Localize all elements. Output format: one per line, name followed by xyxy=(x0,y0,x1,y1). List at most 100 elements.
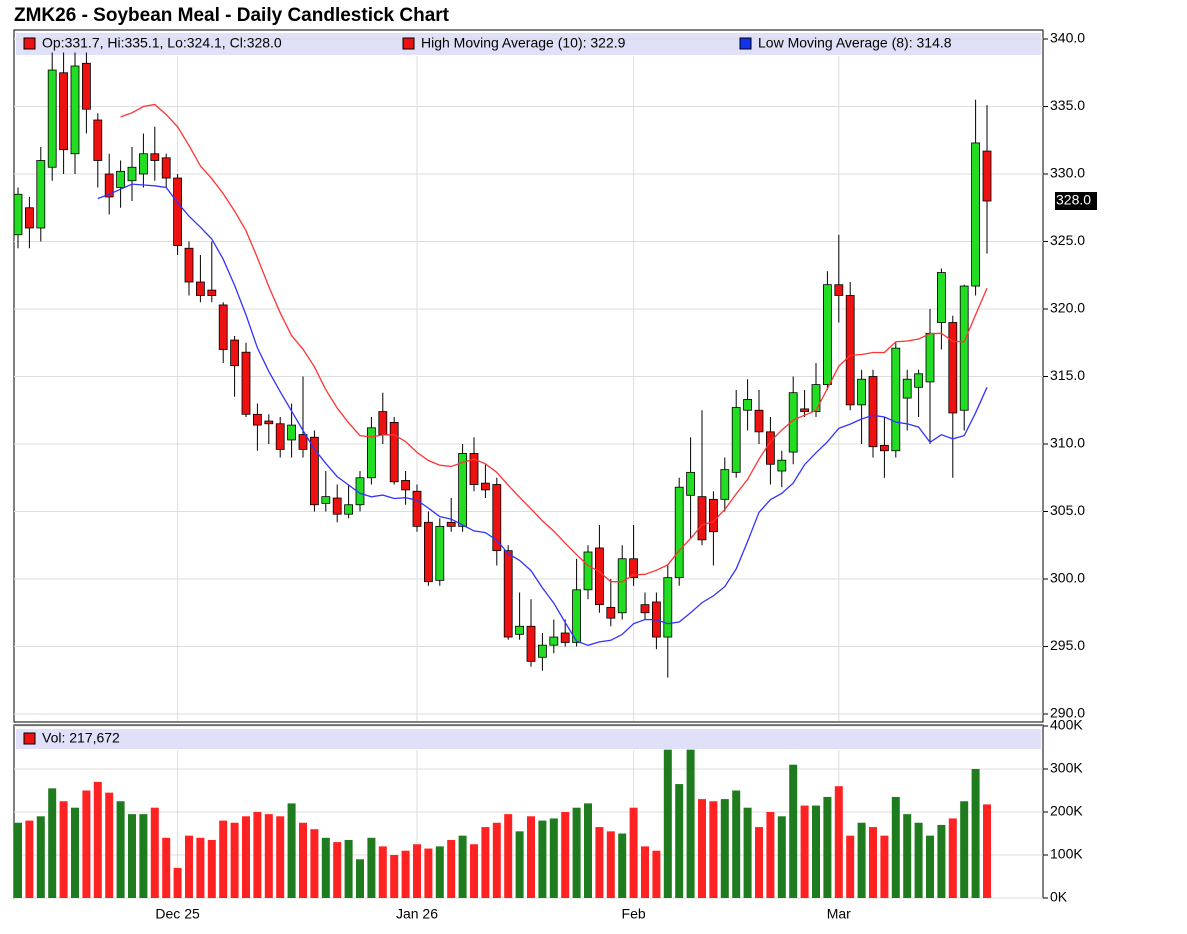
volume-bar xyxy=(869,827,877,898)
candle-body xyxy=(617,558,627,614)
candle-body xyxy=(777,459,787,472)
candle-body xyxy=(435,525,445,581)
candle-body xyxy=(59,72,68,151)
candle-body xyxy=(309,436,319,506)
volume-bar xyxy=(971,769,980,898)
volume-bar xyxy=(36,816,45,898)
y-tick-label: 295.0 xyxy=(1050,637,1085,653)
candle-body xyxy=(503,550,513,638)
volume-bar xyxy=(561,812,570,898)
candle-body xyxy=(914,373,923,388)
candle-body xyxy=(640,604,650,614)
volume-bar xyxy=(937,824,946,898)
volume-bar xyxy=(527,816,535,898)
volume-bar xyxy=(139,814,148,898)
candle-body xyxy=(252,413,262,426)
candle-body xyxy=(686,471,695,496)
y-tick-label: 320.0 xyxy=(1050,300,1085,316)
volume-bar xyxy=(128,814,136,898)
candle-body xyxy=(378,411,388,435)
legend-swatch xyxy=(402,37,415,50)
legend-swatch xyxy=(23,732,36,745)
volume-bar xyxy=(857,822,866,898)
high-ma-legend: High Moving Average (10): 322.9 xyxy=(421,35,626,51)
candle-body xyxy=(13,193,23,236)
volume-bar xyxy=(344,839,353,898)
volume-bar xyxy=(766,812,775,898)
candle-body xyxy=(606,606,616,619)
y2-tick-label: 0K xyxy=(1050,889,1068,905)
candle-body xyxy=(401,480,411,491)
volume-bar xyxy=(299,822,307,898)
candle-body xyxy=(697,496,707,541)
candle-body xyxy=(173,177,183,246)
candle-body xyxy=(788,392,798,453)
volume-bar xyxy=(743,807,752,898)
candle-body xyxy=(572,589,581,643)
volume-bar xyxy=(686,749,695,898)
candle-body xyxy=(366,427,376,479)
volume-bar xyxy=(367,837,376,898)
volume-bar xyxy=(846,835,855,898)
candle-body xyxy=(104,173,114,198)
y-tick-label: 310.0 xyxy=(1050,435,1085,451)
volume-bar xyxy=(732,790,741,898)
y-tick-label: 325.0 xyxy=(1050,232,1085,248)
candle-body xyxy=(264,420,274,425)
volume-bar xyxy=(709,801,718,898)
volume-bar xyxy=(698,799,706,898)
volume-bar xyxy=(789,764,798,898)
candle-body xyxy=(538,644,547,658)
marks xyxy=(13,52,992,898)
candle-body xyxy=(845,295,855,406)
volume-bar xyxy=(185,835,193,898)
candle-body xyxy=(116,170,125,188)
volume-bar xyxy=(71,807,79,898)
volume-bar xyxy=(378,846,387,898)
candle-body xyxy=(971,142,980,287)
volume-bar xyxy=(470,844,478,898)
candle-body xyxy=(720,469,730,500)
candle-body xyxy=(47,69,57,168)
low-ma-legend: Low Moving Average (8): 314.8 xyxy=(758,35,952,51)
volume-bar xyxy=(253,812,262,898)
volume-bar xyxy=(777,816,786,898)
candle-body xyxy=(526,625,536,662)
y2-tick-label: 300K xyxy=(1050,760,1083,776)
candle-body xyxy=(275,423,285,450)
y-tick-label: 305.0 xyxy=(1050,502,1085,518)
candle-body xyxy=(560,632,570,643)
y-tick-label: 330.0 xyxy=(1050,165,1085,181)
y-tick-label: 335.0 xyxy=(1050,97,1085,113)
volume-bar xyxy=(93,781,102,898)
volume-bar xyxy=(447,839,456,898)
candle-body xyxy=(834,284,844,296)
volume-bar xyxy=(390,855,399,898)
candle-body xyxy=(868,376,878,448)
volume-bar xyxy=(595,827,604,898)
candle-body xyxy=(959,285,969,411)
candle-body xyxy=(549,636,559,646)
volume-bar xyxy=(207,839,216,898)
x-tick-label: Feb xyxy=(622,906,646,922)
candle-body xyxy=(674,486,684,579)
volume-bar xyxy=(264,814,273,898)
candle-body xyxy=(446,521,456,527)
y-tick-label: 300.0 xyxy=(1050,570,1085,586)
candle-body xyxy=(823,284,832,386)
volume-bar xyxy=(880,835,889,898)
volume-bar xyxy=(25,820,34,898)
candle-body xyxy=(321,496,331,504)
y2-tick-label: 400K xyxy=(1050,717,1083,733)
candle-body xyxy=(811,384,821,413)
volume-bar xyxy=(914,822,923,898)
volume-bar xyxy=(435,846,444,898)
candle-body xyxy=(663,577,673,638)
candle-body xyxy=(480,482,490,491)
volume-bar xyxy=(219,820,228,898)
y2-tick-label: 100K xyxy=(1050,846,1083,862)
candle-body xyxy=(138,153,148,175)
volume-bar xyxy=(321,837,330,898)
